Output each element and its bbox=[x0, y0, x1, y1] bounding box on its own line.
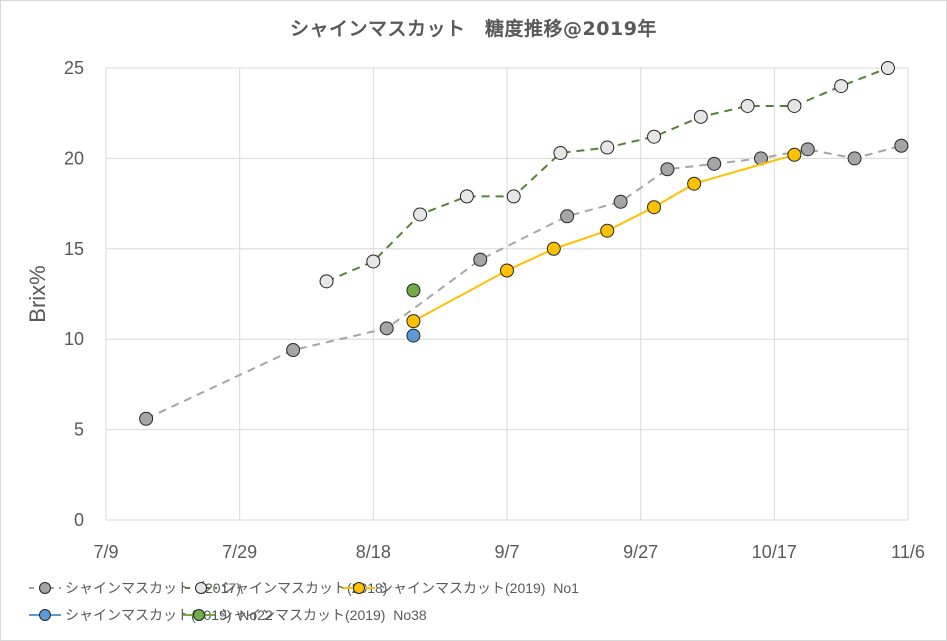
y-tick-label: 15 bbox=[64, 239, 84, 259]
legend-item: シャインマスカット(2018) bbox=[183, 578, 387, 598]
y-tick-label: 20 bbox=[64, 148, 84, 168]
x-tick-label: 9/7 bbox=[494, 542, 519, 562]
data-point bbox=[319, 274, 334, 289]
legend-item: シャインマスカット(2019) No38 bbox=[181, 605, 427, 625]
data-point bbox=[379, 321, 394, 336]
series-4 bbox=[406, 283, 421, 298]
legend-swatch-icon bbox=[343, 582, 375, 594]
data-point bbox=[366, 254, 381, 269]
y-tick-label: 5 bbox=[74, 420, 84, 440]
series-0 bbox=[139, 138, 909, 426]
data-point bbox=[834, 79, 849, 94]
legend-label: シャインマスカット(2019) No1 bbox=[379, 580, 579, 596]
data-point bbox=[800, 142, 815, 157]
data-point bbox=[787, 98, 802, 113]
y-tick-label: 10 bbox=[64, 329, 84, 349]
data-point bbox=[740, 98, 755, 113]
series-3 bbox=[406, 328, 421, 343]
legend-item: シャインマスカット(2019) No1 bbox=[341, 578, 579, 598]
x-tick-label: 7/29 bbox=[222, 542, 257, 562]
legend-item: シャインマスカット(2019) No22 bbox=[27, 605, 273, 625]
y-tick-label: 25 bbox=[64, 58, 84, 78]
data-point bbox=[406, 314, 421, 329]
x-tick-label: 9/27 bbox=[623, 542, 658, 562]
data-point bbox=[600, 140, 615, 155]
data-point bbox=[286, 343, 301, 358]
data-point bbox=[847, 151, 862, 166]
data-point bbox=[613, 194, 628, 209]
data-point bbox=[406, 283, 421, 298]
data-point bbox=[459, 189, 474, 204]
data-point bbox=[506, 189, 521, 204]
series-line bbox=[326, 67, 889, 283]
data-point bbox=[139, 411, 154, 426]
series-line bbox=[145, 144, 902, 420]
data-point bbox=[560, 209, 575, 224]
legend-swatch-icon bbox=[185, 582, 217, 594]
legend-label: シャインマスカット(2019) No38 bbox=[219, 607, 427, 623]
data-point bbox=[693, 109, 708, 124]
data-point bbox=[473, 252, 488, 267]
legend-label: シャインマスカット(2019) No22 bbox=[65, 607, 273, 623]
data-point bbox=[660, 162, 675, 177]
data-point bbox=[406, 328, 421, 343]
series-1 bbox=[319, 61, 895, 289]
y-tick-label: 0 bbox=[74, 510, 84, 530]
data-point bbox=[546, 241, 561, 256]
x-tick-label: 8/18 bbox=[356, 542, 391, 562]
series-2 bbox=[406, 147, 802, 329]
x-tick-label: 11/6 bbox=[891, 542, 925, 562]
data-point bbox=[894, 138, 909, 153]
series-line bbox=[412, 153, 795, 322]
legend-label: シャインマスカット(2018) bbox=[221, 580, 388, 596]
data-point bbox=[707, 156, 722, 171]
data-point bbox=[553, 145, 568, 160]
data-point bbox=[787, 147, 802, 162]
data-point bbox=[647, 129, 662, 144]
y-axis-label: Brix% bbox=[25, 265, 50, 322]
x-tick-label: 10/17 bbox=[752, 542, 797, 562]
data-point bbox=[600, 223, 615, 238]
data-point bbox=[687, 176, 702, 191]
x-tick-label: 7/9 bbox=[93, 542, 118, 562]
data-point bbox=[500, 263, 514, 278]
legend-swatch-icon bbox=[183, 609, 215, 621]
chart-title: シャインマスカット 糖度推移@2019年 bbox=[290, 18, 657, 40]
legend-swatch-icon bbox=[29, 609, 61, 621]
legend-swatch-icon bbox=[29, 582, 61, 594]
data-point bbox=[647, 200, 662, 215]
data-point bbox=[413, 207, 428, 222]
data-point bbox=[880, 61, 895, 75]
